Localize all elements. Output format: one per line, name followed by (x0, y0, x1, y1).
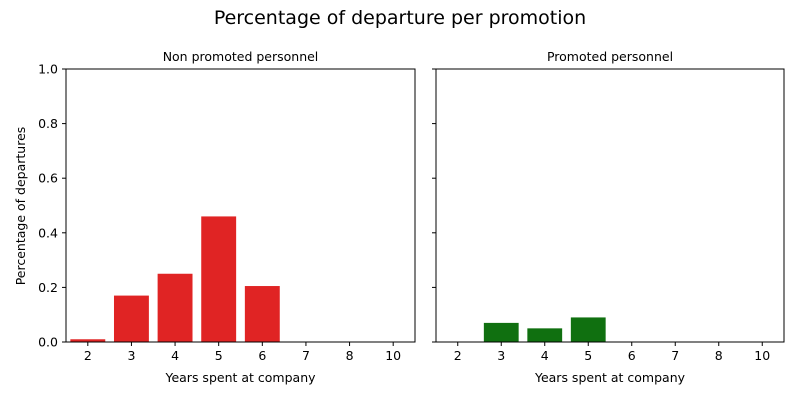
y-tick-label: 0.6 (38, 171, 58, 186)
y-tick-label: 0.4 (38, 225, 58, 240)
y-tick-label: 0.8 (38, 116, 58, 131)
y-tick-label: 0.2 (38, 280, 58, 295)
axes-frame (435, 68, 785, 343)
bar-3 (113, 295, 149, 342)
bar-4 (157, 273, 193, 342)
bar-5 (570, 317, 606, 342)
x-tick-label: 2 (84, 348, 92, 363)
panel-title: Promoted personnel (547, 49, 673, 64)
bar-3 (483, 322, 519, 342)
x-tick-group: 2 3 4 5 6 7 8 10 (84, 342, 401, 363)
x-tick-label: 7 (302, 348, 310, 363)
panel-promoted: Promoted personnel Years spent at compan… (432, 49, 785, 385)
panel-title: Non promoted personnel (163, 49, 319, 64)
x-tick-label: 3 (127, 348, 135, 363)
x-tick-label: 6 (628, 348, 636, 363)
bar-group (483, 317, 606, 342)
x-tick-label: 6 (258, 348, 266, 363)
axes-frame (65, 68, 416, 343)
x-tick-label: 4 (541, 348, 549, 363)
x-tick-label: 10 (754, 348, 770, 363)
bar-2 (70, 339, 106, 342)
bar-5 (201, 216, 237, 342)
x-tick-group: 2 3 4 5 6 7 8 10 (454, 342, 770, 363)
x-tick-label: 3 (497, 348, 505, 363)
bar-group (70, 216, 280, 342)
x-tick-label: 7 (671, 348, 679, 363)
x-tick-label: 4 (171, 348, 179, 363)
x-tick-label: 2 (454, 348, 462, 363)
y-tick-group: 0.0 0.2 0.4 0.6 0.8 1.0 (38, 62, 66, 350)
x-tick-label: 5 (215, 348, 223, 363)
y-tick-label: 0.0 (38, 335, 58, 350)
x-tick-label: 8 (715, 348, 723, 363)
y-axis-label: Percentage of departures (13, 127, 28, 286)
bar-4 (527, 328, 563, 342)
panel-non-promoted: Non promoted personnel Years spent at co… (13, 49, 416, 385)
bar-6 (244, 286, 280, 342)
x-axis-label: Years spent at company (164, 370, 316, 385)
y-tick-label: 1.0 (38, 62, 58, 77)
x-axis-label: Years spent at company (534, 370, 686, 385)
figure-title: Percentage of departure per promotion (214, 7, 586, 29)
x-tick-label: 10 (385, 348, 401, 363)
y-tick-group (432, 68, 436, 343)
x-tick-label: 8 (346, 348, 354, 363)
x-tick-label: 5 (584, 348, 592, 363)
